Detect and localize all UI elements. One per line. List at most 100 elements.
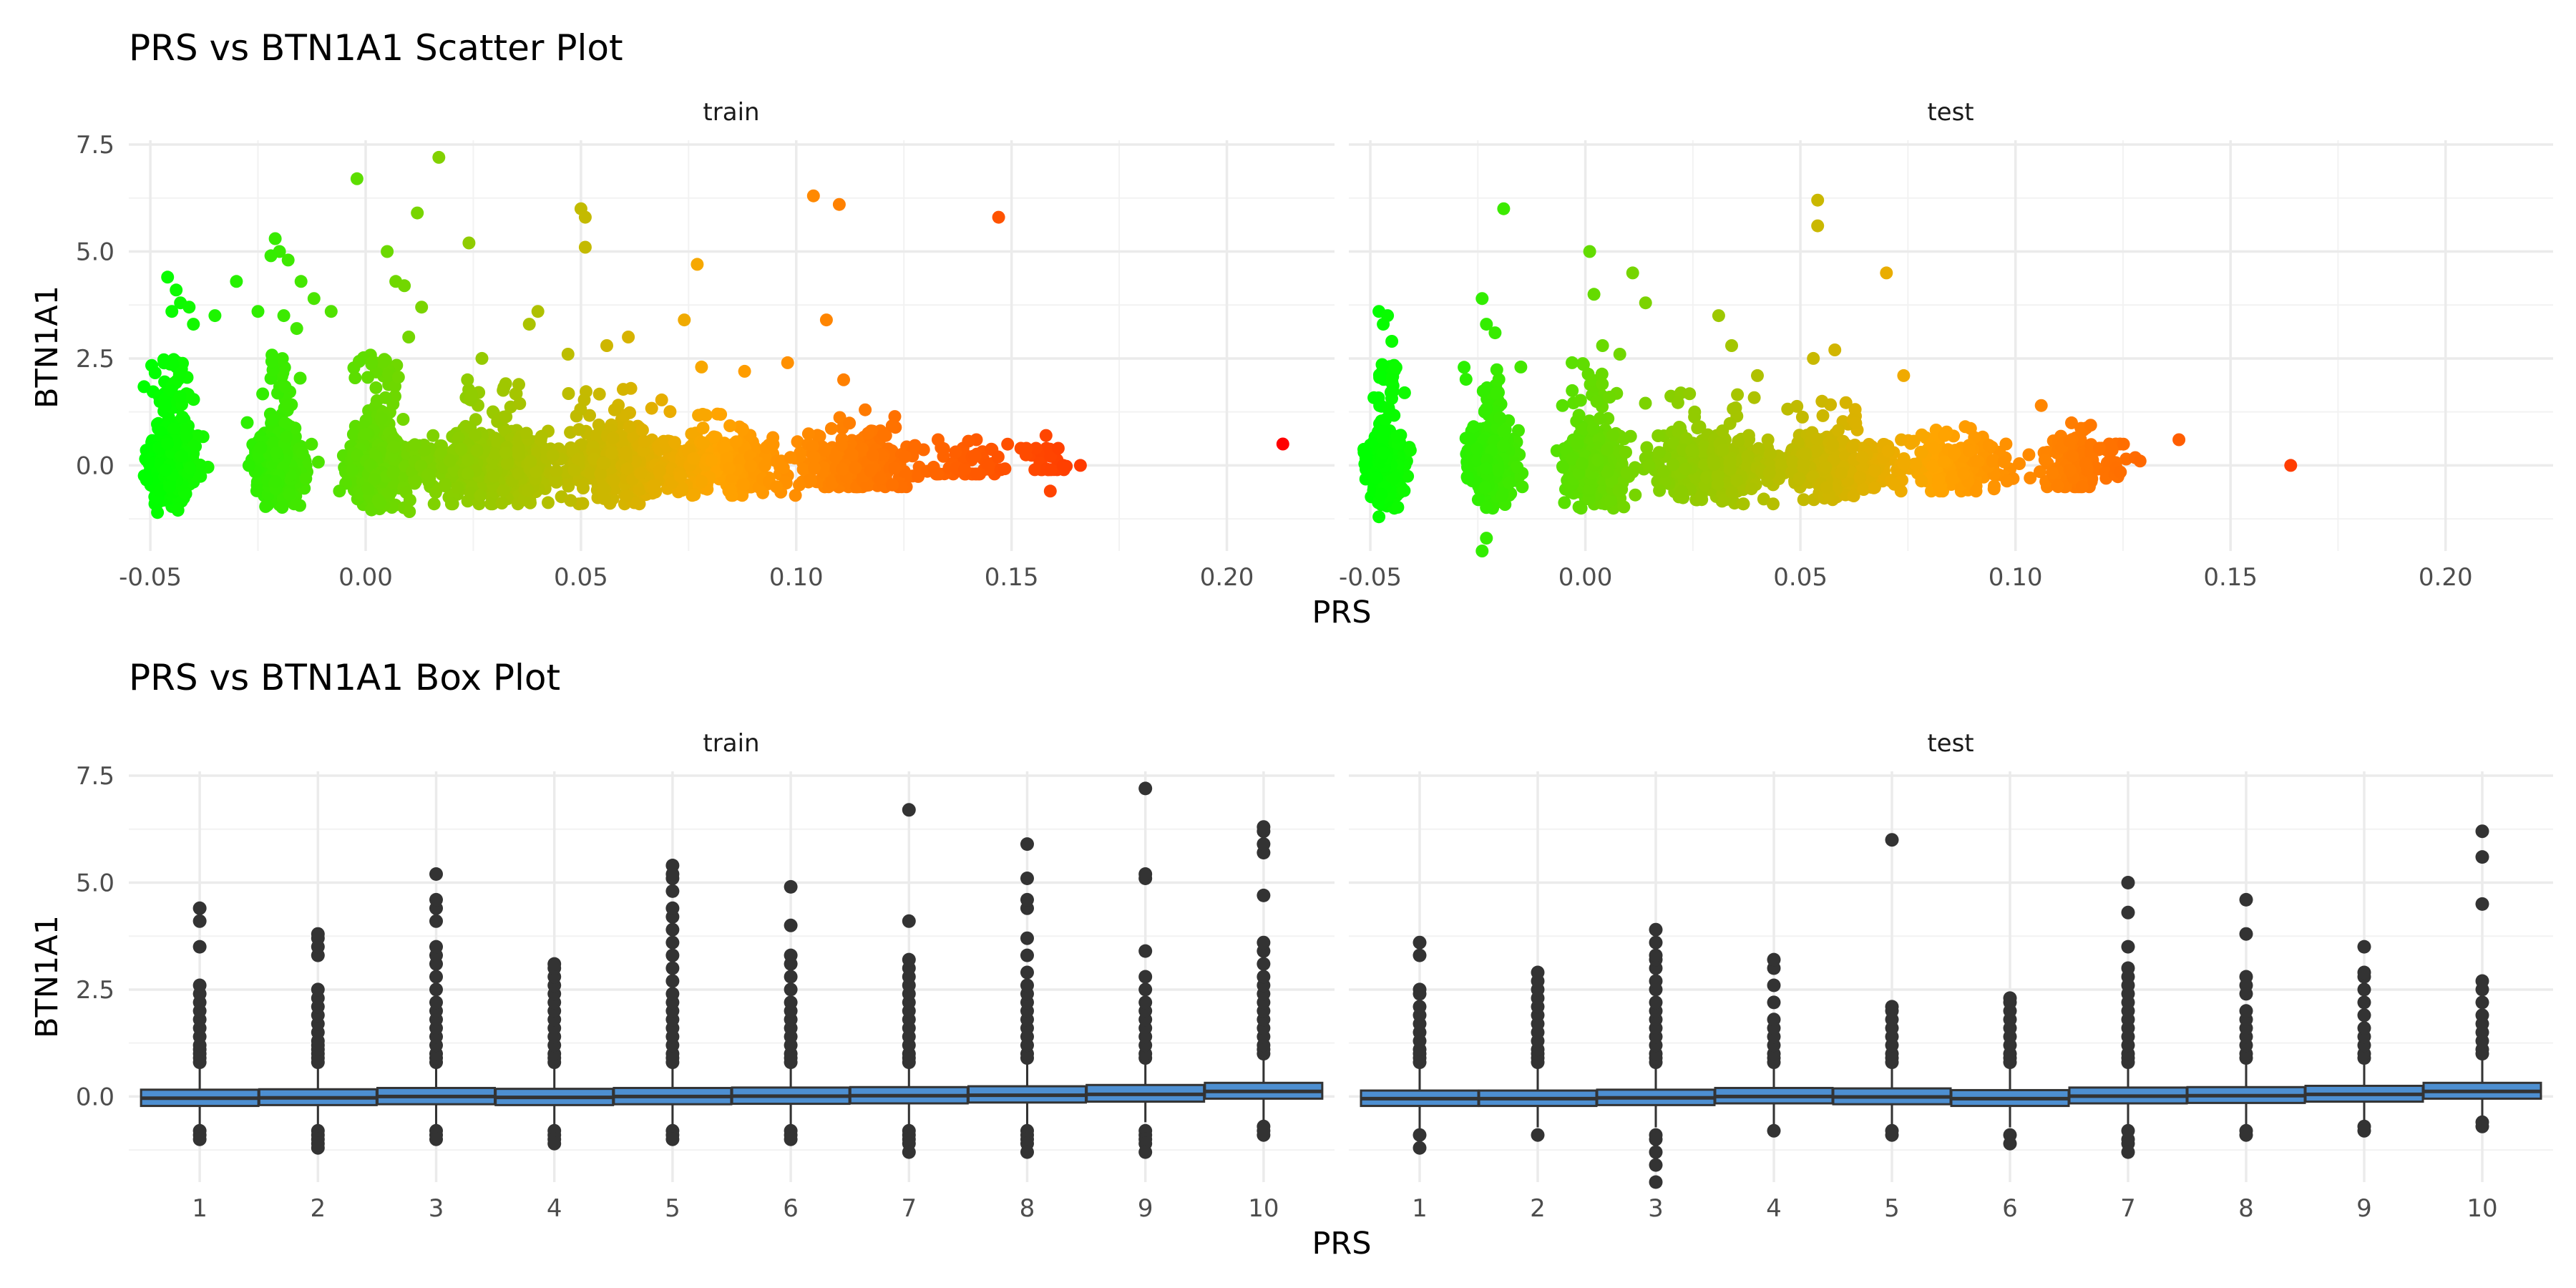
scatter-point (497, 381, 511, 394)
scatter-point (607, 474, 620, 487)
scatter-y-tick-label: 5.0 (76, 238, 114, 266)
scatter-point (1377, 446, 1390, 459)
scatter-point (171, 504, 185, 517)
scatter-train-strip-label: train (703, 98, 759, 127)
scatter-point (398, 279, 411, 293)
scatter-panel-test: test -0.05 0.00 0.05 0.10 0.15 0.20 (1339, 98, 2553, 592)
scatter-point (280, 430, 293, 444)
scatter-point (1043, 484, 1057, 498)
scatter-point (391, 371, 405, 384)
scatter-point (281, 399, 294, 412)
scatter-point (722, 462, 736, 475)
scatter-point (806, 189, 820, 203)
scatter-point (1490, 363, 1503, 376)
scatter-point (1459, 373, 1473, 386)
scatter-point (1490, 386, 1503, 400)
scatter-point (251, 305, 265, 318)
scatter-point (1467, 420, 1480, 434)
scatter-point (1386, 384, 1400, 398)
scatter-x-tick-label: -0.05 (119, 563, 182, 592)
scatter-point (722, 484, 736, 498)
scatter-point (1516, 480, 1529, 494)
scatter-point (183, 461, 197, 474)
scatter-point (333, 484, 346, 498)
scatter-point (674, 469, 688, 483)
scatter-point (898, 450, 912, 464)
scatter-point (1390, 430, 1404, 444)
scatter-point (619, 446, 633, 459)
scatter-point (1044, 463, 1058, 477)
scatter-point (411, 206, 424, 220)
scatter-point (230, 275, 243, 288)
scatter-point (577, 393, 591, 406)
scatter-point (1379, 413, 1392, 426)
scatter-point (451, 481, 464, 494)
scatter-point (175, 410, 189, 424)
scatter-test-strip-label: test (1927, 98, 1974, 127)
scatter-point (278, 380, 292, 394)
scatter-point (499, 410, 513, 424)
scatter-point (655, 393, 668, 406)
scatter-point (714, 408, 728, 421)
scatter-point (438, 477, 452, 491)
scatter-point (311, 455, 325, 469)
scatter-point (365, 356, 379, 370)
scatter-point (770, 480, 784, 494)
scatter-point (992, 210, 1005, 224)
scatter-point (470, 444, 484, 457)
scatter-point (958, 463, 972, 477)
scatter-point (293, 371, 307, 385)
scatter-point (807, 461, 821, 474)
scatter-point (474, 489, 487, 502)
scatter-x-tick-label: 0.10 (769, 563, 824, 592)
scatter-point (208, 309, 222, 323)
scatter-point (824, 421, 838, 435)
scatter-point (159, 464, 172, 477)
scatter-point (461, 467, 474, 480)
scatter-point (572, 423, 586, 436)
scatter-point (1001, 437, 1015, 451)
scatter-point (970, 467, 983, 481)
scatter-point (500, 457, 514, 470)
scatter-point (791, 435, 804, 449)
scatter-point (832, 197, 846, 211)
scatter-point (597, 457, 611, 470)
scatter-point (695, 360, 708, 374)
scatter-point (182, 301, 196, 314)
scatter-point (157, 353, 170, 366)
scatter-point (361, 371, 374, 384)
scatter-point (137, 380, 151, 394)
scatter-point (283, 487, 296, 501)
scatter-point (1375, 358, 1389, 371)
scatter-point (836, 462, 849, 476)
scatter-point (403, 494, 416, 507)
scatter-point (348, 371, 362, 384)
scatter-point (444, 497, 458, 511)
scatter-point (600, 339, 613, 352)
scatter-point (379, 391, 392, 404)
scatter-point (737, 478, 751, 492)
scatter-point (148, 366, 162, 379)
scatter-point (1470, 442, 1483, 456)
scatter-point (524, 454, 537, 468)
scatter-point (645, 401, 658, 415)
scatter-point (874, 472, 887, 485)
scatter-point (668, 436, 681, 449)
scatter-point (877, 427, 891, 441)
scatter-point (717, 441, 731, 455)
scatter-point (277, 309, 291, 323)
scatter-point (606, 431, 620, 445)
scatter-point (695, 475, 708, 488)
scatter-point (180, 429, 193, 443)
scatter-point (592, 387, 606, 401)
scatter-point (140, 473, 153, 487)
scatter-point (1458, 361, 1471, 374)
scatter-point (886, 478, 899, 492)
scatter-point (1503, 476, 1516, 489)
scatter-y-tick-label: 0.0 (76, 452, 114, 480)
scatter-point (1496, 489, 1509, 502)
scatter-point (663, 405, 677, 419)
scatter-point (550, 464, 563, 478)
scatter-chart: PRS vs BTN1A1 Scatter Plot train -0.05 0.… (29, 27, 2553, 630)
scatter-point (687, 452, 701, 465)
